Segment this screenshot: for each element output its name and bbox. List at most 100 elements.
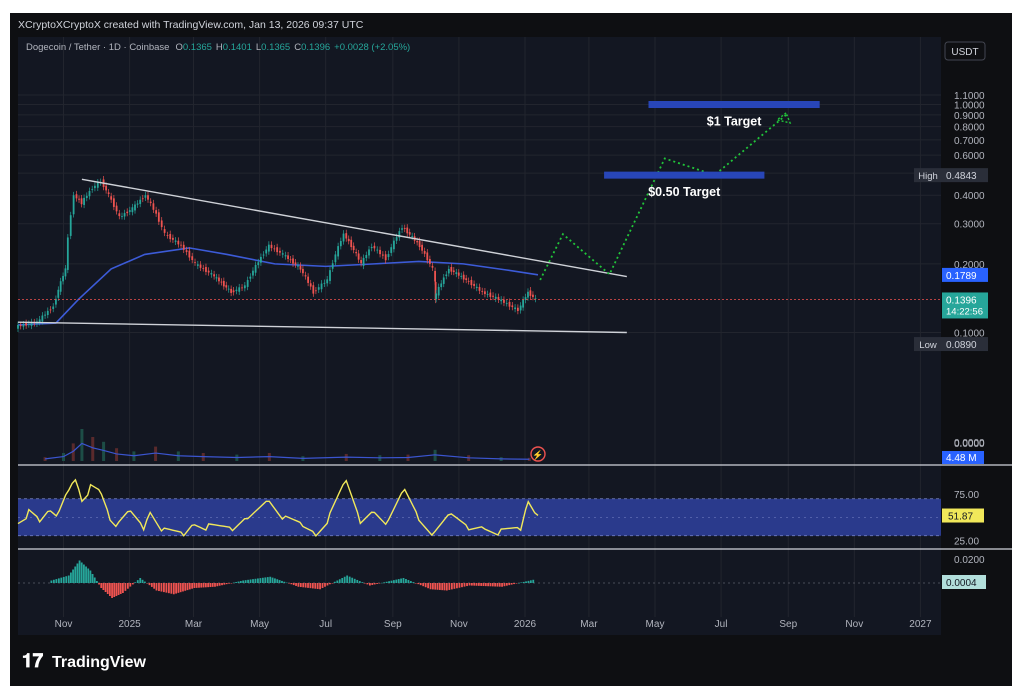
lightning-glyph: ⚡: [532, 449, 543, 461]
macd-histogram-bar: [443, 583, 446, 591]
candle-body: [66, 237, 69, 270]
macd-histogram-bar: [72, 569, 74, 583]
macd-histogram-bar: [453, 583, 456, 589]
macd-histogram-bar: [55, 579, 58, 583]
tradingview-logo[interactable]: 𝟏𝟕 TradingView: [22, 651, 147, 672]
macd-histogram-bar: [89, 570, 92, 583]
macd-histogram-bar: [378, 583, 381, 584]
macd-histogram-bar: [113, 583, 116, 597]
price-tick-label: 1.1000: [954, 91, 985, 102]
candle-body: [447, 268, 450, 274]
macd-histogram-bar: [295, 583, 297, 586]
volume-tag-bg: [942, 451, 984, 464]
candle-body: [393, 240, 395, 250]
candle-body: [281, 253, 284, 255]
candle-body: [22, 324, 25, 327]
macd-tag-bg: [942, 575, 986, 589]
candle-body: [57, 289, 60, 298]
time-tick-label: Mar: [185, 619, 203, 630]
candle-body: [478, 287, 481, 291]
macd-histogram-bar: [422, 583, 425, 587]
candle-body: [368, 249, 370, 256]
tv-logo-text[interactable]: TradingView: [52, 654, 147, 671]
candle-body: [230, 288, 233, 293]
price-tick-label: 0.8000: [954, 123, 985, 134]
rsi-pane: [17, 478, 941, 538]
candle-body: [273, 248, 276, 250]
macd-histogram-bar: [74, 566, 77, 583]
volume-bar: [91, 437, 95, 461]
candle-body: [423, 251, 426, 254]
price-tag-value: 0.1789: [946, 271, 977, 282]
candle-body: [131, 207, 134, 213]
macd-histogram-bar: [341, 578, 344, 583]
h-value: 0.1401: [223, 42, 252, 53]
macd-histogram-bar: [225, 583, 228, 585]
target-label: $1 Target: [707, 115, 762, 129]
price-tag-prefix: High: [918, 171, 938, 182]
candle-body: [350, 239, 353, 248]
candle-body: [320, 283, 323, 290]
candle-body: [434, 281, 437, 300]
macd-histogram-bar: [175, 583, 178, 594]
candle-body: [387, 254, 390, 258]
candle-body: [88, 191, 91, 197]
macd-histogram-bar: [498, 583, 501, 587]
trading-chart[interactable]: ⚡ $1 Target $0.50 Target 1.10001.00000.90…: [10, 13, 1012, 686]
macd-histogram-bar: [85, 566, 87, 583]
candle-body: [196, 264, 199, 266]
macd-histogram-bar: [276, 579, 279, 583]
price-tag-prefix-bg: [914, 168, 942, 183]
lightning-icon[interactable]: [530, 446, 546, 462]
candle-body: [297, 265, 299, 267]
candle-body: [357, 253, 360, 260]
candle-body: [180, 244, 182, 246]
candle-body: [294, 262, 297, 265]
candle-body: [246, 280, 249, 287]
time-tick-label: Sep: [384, 619, 402, 630]
candle-body: [218, 277, 220, 282]
macd-histogram-bar: [371, 583, 374, 585]
macd-histogram-bar: [503, 583, 506, 587]
currency-button[interactable]: USDT: [944, 41, 986, 61]
macd-histogram-bar: [431, 583, 434, 590]
candle-body: [401, 228, 403, 230]
macd-histogram-bar: [494, 583, 497, 587]
candle-body: [91, 189, 94, 191]
time-tick-label: Nov: [845, 619, 863, 630]
price-tag-bg: [942, 292, 988, 319]
macd-histogram-bar: [489, 583, 492, 587]
price-pane: $1 Target $0.50 Target: [17, 101, 941, 334]
candle-body: [418, 240, 421, 248]
candle-body: [62, 275, 64, 282]
candle-body: [139, 199, 142, 204]
candle-body: [398, 231, 401, 238]
volume-bar: [154, 446, 158, 461]
price-tick-label: 0.3000: [954, 220, 985, 231]
macd-histogram-bar: [146, 583, 149, 584]
macd-histogram-bar: [153, 583, 156, 589]
candle-body: [508, 301, 511, 307]
macd-histogram-bar: [186, 583, 189, 591]
macd-histogram-bar: [336, 580, 339, 583]
macd-histogram-bar: [104, 583, 107, 592]
candle-body: [134, 204, 136, 211]
candle-body: [481, 291, 484, 292]
candle-body: [232, 290, 235, 293]
candle-body: [149, 201, 152, 204]
candle-body: [529, 290, 532, 296]
candle-body: [160, 220, 163, 228]
candle-body: [123, 213, 126, 217]
macd-histogram-bar: [269, 576, 272, 583]
currency-button-bg[interactable]: [944, 41, 986, 61]
macd-histogram-bar: [358, 581, 361, 583]
currency-button-label[interactable]: USDT: [951, 47, 978, 58]
candle-body: [486, 293, 489, 295]
candle-body: [315, 290, 317, 292]
macd-histogram-bar: [376, 583, 378, 584]
o-label: O: [175, 42, 182, 53]
candle-body: [75, 194, 78, 199]
target-label: $0.50 Target: [648, 185, 721, 199]
candle-body: [118, 213, 121, 217]
candle-body: [326, 279, 329, 284]
